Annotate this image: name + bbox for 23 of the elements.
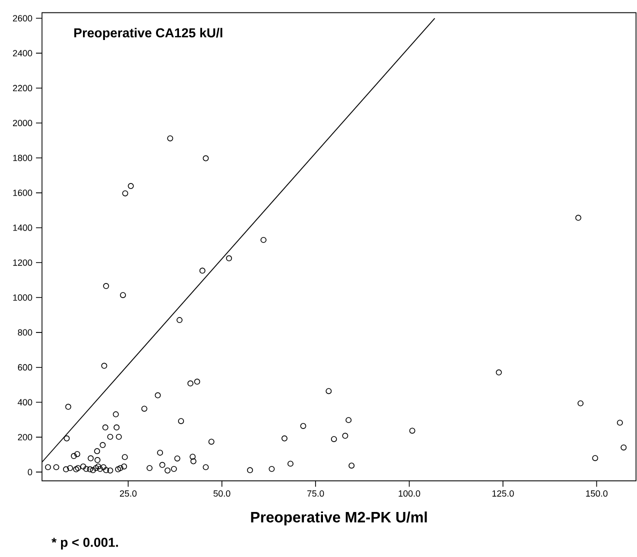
text: * p < 0.001. — [52, 538, 118, 550]
y-tick-label: 2400 — [12, 50, 32, 56]
x-tick-label: 125.0 — [492, 490, 514, 497]
y-axis-title: Preoperative CA125 kU/l — [74, 28, 222, 40]
x-axis-title: Preoperative M2-PK U/ml — [251, 512, 427, 526]
y-tick-label: 1800 — [13, 154, 32, 162]
x-tick-label: 150.0 — [586, 490, 608, 497]
y-tick-label: 800 — [18, 329, 32, 336]
y-tick-label: 600 — [18, 364, 32, 371]
y-tick-label: 400 — [18, 399, 32, 406]
y-tick-label: 200 — [18, 434, 32, 440]
y-tick-label: 2000 — [12, 120, 32, 126]
x-tick-label: 25.0 — [120, 490, 137, 497]
y-tick-label: 1400 — [13, 224, 32, 231]
y-tick-label: 1000 — [13, 294, 32, 301]
x-tick-label: 75.0 — [307, 490, 324, 497]
y-tick-label: 1200 — [13, 259, 32, 266]
y-tick-label: 0 — [28, 468, 32, 476]
x-tick-label: 100.0 — [398, 490, 420, 497]
x-tick-label: 50.0 — [214, 490, 230, 497]
y-tick-label: 2600 — [12, 15, 32, 22]
y-tick-label: 2200 — [12, 84, 32, 92]
y-tick-label: 1600 — [13, 190, 32, 196]
